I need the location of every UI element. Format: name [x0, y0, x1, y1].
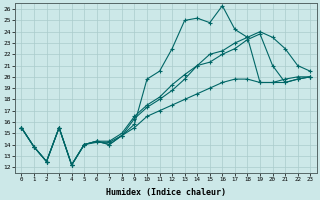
X-axis label: Humidex (Indice chaleur): Humidex (Indice chaleur) — [106, 188, 226, 197]
